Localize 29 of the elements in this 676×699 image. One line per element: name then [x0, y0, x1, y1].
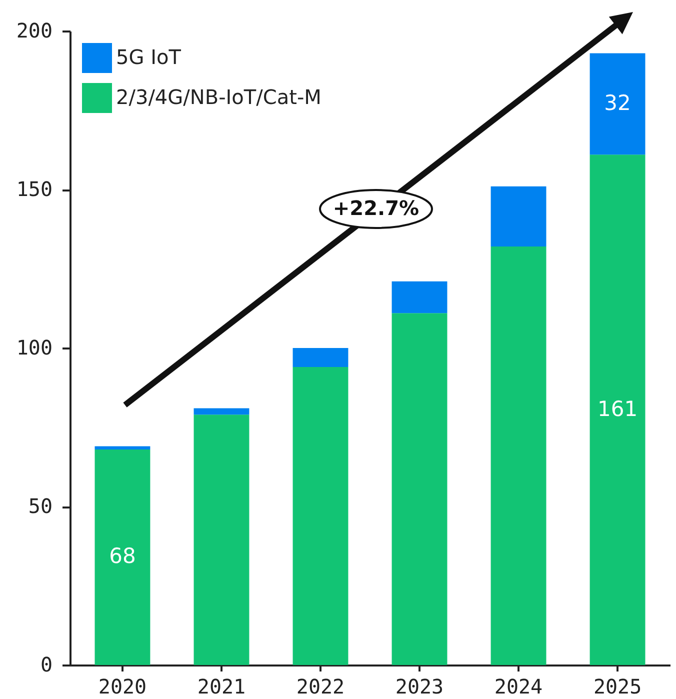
bar	[194, 414, 250, 665]
data-label: 32	[604, 90, 631, 115]
y-tick-label: 200	[16, 18, 52, 42]
bar	[94, 449, 150, 665]
x-tick-label: 2020	[98, 674, 147, 698]
x-tick-label: 2022	[296, 674, 345, 698]
bar	[292, 348, 348, 368]
x-tick-label: 2023	[395, 674, 444, 698]
bar	[490, 246, 546, 665]
annotation: +22.7%	[332, 196, 420, 220]
data-label: 68	[109, 544, 136, 568]
x-tick-label: 2024	[494, 674, 543, 698]
bar	[392, 281, 448, 314]
y-tick-label: 150	[16, 177, 52, 201]
data-label: 161	[597, 396, 638, 421]
legend-label: 5G IoT	[116, 45, 182, 69]
bar	[392, 313, 448, 665]
bar	[590, 53, 646, 155]
legend-label: 2/3/4G/NB-IoT/Cat-M	[116, 85, 322, 109]
bar	[194, 408, 250, 415]
x-tick-label: 2021	[197, 674, 246, 698]
bar	[490, 186, 546, 247]
y-tick-label: 50	[28, 494, 52, 518]
y-tick-label: 100	[16, 336, 52, 360]
bar	[94, 446, 150, 450]
y-tick-label: 0	[40, 652, 52, 676]
x-tick-label: 2025	[593, 674, 642, 698]
bar	[292, 367, 348, 665]
bar	[590, 154, 646, 665]
